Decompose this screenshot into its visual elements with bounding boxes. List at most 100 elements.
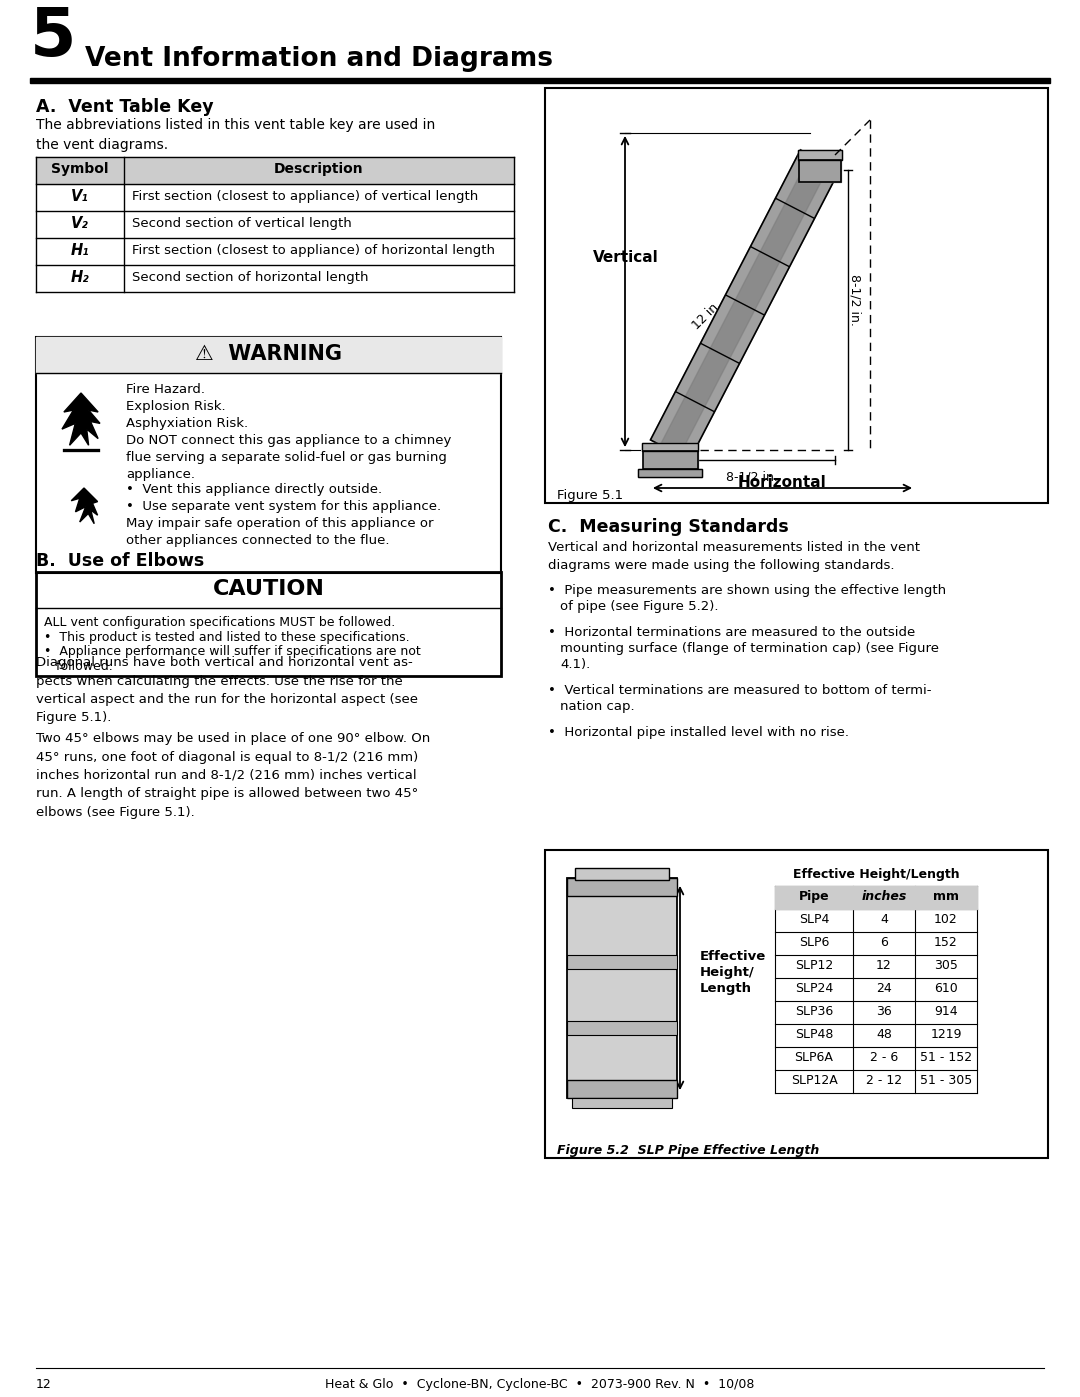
Bar	[798, 149, 842, 161]
Text: SLP24: SLP24	[795, 982, 833, 995]
Text: ⚠  WARNING: ⚠ WARNING	[195, 344, 342, 365]
Text: mm: mm	[933, 890, 959, 902]
Bar	[567, 877, 677, 1098]
Text: First section (closest to appliance) of vertical length: First section (closest to appliance) of …	[132, 190, 478, 203]
Text: Two 45° elbows may be used in place of one 90° elbow. On
45° runs, one foot of d: Two 45° elbows may be used in place of o…	[36, 732, 430, 819]
Bar	[572, 1098, 672, 1108]
Text: Vertical and horizontal measurements listed in the vent
diagrams were made using: Vertical and horizontal measurements lis…	[548, 541, 920, 573]
Text: Description: Description	[274, 162, 364, 176]
Text: Effective Height/Length: Effective Height/Length	[793, 868, 959, 882]
Text: Length: Length	[700, 982, 752, 995]
Text: Second section of vertical length: Second section of vertical length	[132, 217, 352, 231]
Text: Explosion Risk.: Explosion Risk.	[126, 400, 226, 414]
Bar	[567, 1021, 677, 1035]
Text: •  Pipe measurements are shown using the effective length: • Pipe measurements are shown using the …	[548, 584, 946, 597]
Text: ALL vent configuration specifications MUST be followed.: ALL vent configuration specifications MU…	[44, 616, 395, 629]
Bar	[545, 88, 1048, 503]
Bar	[638, 469, 702, 476]
Text: 36: 36	[876, 1004, 892, 1018]
Text: The abbreviations listed in this vent table key are used in
the vent diagrams.: The abbreviations listed in this vent ta…	[36, 117, 435, 152]
Text: SLP12: SLP12	[795, 958, 833, 972]
Text: Do NOT connect this gas appliance to a chimney: Do NOT connect this gas appliance to a c…	[126, 434, 451, 447]
Bar	[643, 451, 698, 469]
Text: 2 - 6: 2 - 6	[869, 1051, 899, 1065]
Text: Horizontal: Horizontal	[738, 475, 826, 490]
Text: 51 - 152: 51 - 152	[920, 1051, 972, 1065]
Text: inches: inches	[862, 890, 907, 902]
Text: 8-1/2 in.: 8-1/2 in.	[849, 274, 862, 326]
Text: •  Horizontal terminations are measured to the outside: • Horizontal terminations are measured t…	[548, 626, 915, 638]
Bar	[775, 886, 977, 909]
Text: 152: 152	[934, 936, 958, 949]
Text: H₂: H₂	[70, 270, 90, 285]
Text: •  Vent this appliance directly outside.: • Vent this appliance directly outside.	[126, 483, 382, 496]
Text: of pipe (see Figure 5.2).: of pipe (see Figure 5.2).	[561, 599, 718, 613]
Text: 12 in.: 12 in.	[690, 298, 724, 332]
Text: •  Use separate vent system for this appliance.: • Use separate vent system for this appl…	[126, 500, 441, 513]
Text: V₁: V₁	[71, 189, 89, 204]
Bar	[642, 443, 698, 451]
Bar	[36, 571, 501, 676]
Text: •  Horizontal pipe installed level with no rise.: • Horizontal pipe installed level with n…	[548, 726, 849, 739]
Polygon shape	[660, 155, 829, 455]
Text: 5: 5	[30, 4, 77, 70]
Text: 12: 12	[876, 958, 892, 972]
Text: SLP4: SLP4	[799, 914, 829, 926]
Text: Heat & Glo  •  Cyclone-BN, Cyclone-BC  •  2073-900 Rev. N  •  10/08: Heat & Glo • Cyclone-BN, Cyclone-BC • 20…	[325, 1377, 755, 1391]
Bar	[643, 451, 698, 469]
Polygon shape	[650, 149, 839, 460]
Text: H₁: H₁	[70, 243, 90, 258]
Bar	[799, 161, 841, 182]
Text: •  Appliance performance will suffer if specifications are not: • Appliance performance will suffer if s…	[44, 645, 421, 658]
Text: SLP6: SLP6	[799, 936, 829, 949]
Text: Asphyxiation Risk.: Asphyxiation Risk.	[126, 416, 248, 430]
Text: mounting surface (flange of termination cap) (see Figure: mounting surface (flange of termination …	[561, 643, 939, 655]
Bar	[567, 1080, 677, 1098]
Bar	[798, 149, 842, 161]
Bar	[642, 443, 698, 451]
Bar	[36, 337, 501, 373]
Polygon shape	[71, 488, 97, 524]
Text: 610: 610	[934, 982, 958, 995]
Bar	[545, 849, 1048, 1158]
Text: C.  Measuring Standards: C. Measuring Standards	[548, 518, 788, 536]
Text: V₂: V₂	[71, 217, 89, 231]
Text: 305: 305	[934, 958, 958, 972]
Text: Figure 5.2  SLP Pipe Effective Length: Figure 5.2 SLP Pipe Effective Length	[557, 1144, 820, 1157]
Text: appliance.: appliance.	[126, 468, 195, 481]
Text: 6: 6	[880, 936, 888, 949]
Bar	[567, 877, 677, 895]
Text: 48: 48	[876, 1028, 892, 1041]
Text: •  Vertical terminations are measured to bottom of termi-: • Vertical terminations are measured to …	[548, 685, 931, 697]
Text: Pipe: Pipe	[799, 890, 829, 902]
Text: Height/: Height/	[700, 965, 755, 979]
Bar	[799, 161, 841, 182]
Text: 914: 914	[934, 1004, 958, 1018]
Text: Diagonal runs have both vertical and horizontal vent as-
pects when calculating : Diagonal runs have both vertical and hor…	[36, 657, 418, 725]
Text: 8-1/2 in.: 8-1/2 in.	[726, 469, 778, 483]
Text: 4: 4	[880, 914, 888, 926]
Bar	[567, 956, 677, 970]
Text: May impair safe operation of this appliance or: May impair safe operation of this applia…	[126, 517, 433, 529]
Polygon shape	[62, 393, 100, 446]
Text: 2 - 12: 2 - 12	[866, 1074, 902, 1087]
Text: B.  Use of Elbows: B. Use of Elbows	[36, 552, 204, 570]
Bar	[30, 78, 1050, 82]
Text: Vertical: Vertical	[593, 250, 659, 265]
Text: other appliances connected to the flue.: other appliances connected to the flue.	[126, 534, 390, 548]
Text: followed.: followed.	[44, 659, 112, 672]
Text: Figure 5.1: Figure 5.1	[557, 489, 623, 502]
Text: SLP12A: SLP12A	[791, 1074, 837, 1087]
Text: Effective: Effective	[700, 950, 766, 963]
Text: SLP6A: SLP6A	[795, 1051, 834, 1065]
Text: SLP36: SLP36	[795, 1004, 833, 1018]
Text: SLP48: SLP48	[795, 1028, 833, 1041]
Text: •  This product is tested and listed to these specifications.: • This product is tested and listed to t…	[44, 630, 409, 644]
Text: Symbol: Symbol	[51, 162, 109, 176]
Text: 12: 12	[36, 1377, 52, 1391]
Text: A.  Vent Table Key: A. Vent Table Key	[36, 98, 214, 116]
Text: First section (closest to appliance) of horizontal length: First section (closest to appliance) of …	[132, 244, 495, 257]
Text: nation cap.: nation cap.	[561, 700, 635, 712]
Text: Fire Hazard.: Fire Hazard.	[126, 383, 205, 395]
Text: 4.1).: 4.1).	[561, 658, 591, 671]
